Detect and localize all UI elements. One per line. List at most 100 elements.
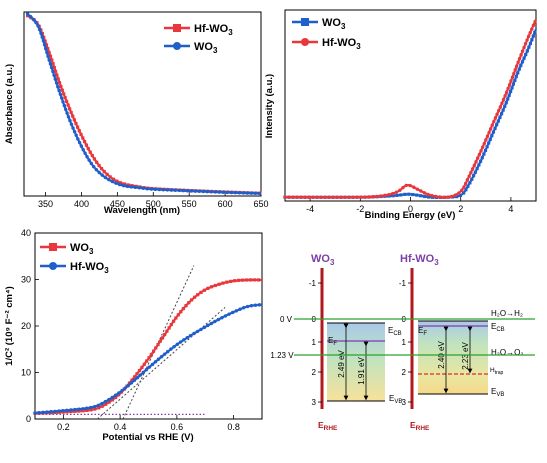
hf-wo3-trap-label: Htrap	[490, 367, 504, 376]
data-point-hf-wo3	[153, 360, 158, 364]
ms-y-label: 1/C² (10⁹ F⁻² cm⁴)	[4, 286, 15, 366]
data-point-wo3	[54, 81, 59, 85]
data-point-wo3	[47, 58, 51, 62]
data-point-hf-wo3	[303, 195, 307, 199]
data-point-hf-wo3	[503, 94, 507, 98]
data-point-hf-wo3	[335, 195, 339, 200]
data-point-wo3	[519, 63, 523, 68]
legend-label-hf-wo3: Hf-WO3	[194, 23, 233, 37]
data-point-hf-wo3	[531, 23, 536, 28]
data-point-hf-wo3	[120, 388, 124, 393]
data-point-wo3	[100, 173, 104, 177]
data-point-hf-wo3	[69, 110, 73, 115]
data-point-hf-wo3	[299, 195, 303, 199]
data-point-wo3	[504, 101, 508, 105]
data-point-wo3	[56, 84, 60, 89]
data-point-wo3	[145, 359, 149, 363]
xps-x-label: Binding Energy (eV)	[365, 210, 456, 221]
data-point-wo3	[113, 395, 118, 400]
data-point-hf-wo3	[223, 314, 228, 318]
data-point-wo3	[48, 62, 53, 66]
data-point-wo3	[73, 409, 77, 413]
data-point-wo3	[245, 278, 249, 282]
series-line-hf-wo3	[26, 14, 262, 195]
data-point-hf-wo3	[507, 83, 512, 87]
hf-wo3-h2-reaction: H₂O→H₂	[491, 309, 523, 318]
data-point-hf-wo3	[522, 45, 526, 50]
data-point-wo3	[217, 190, 221, 194]
data-point-hf-wo3	[123, 386, 127, 390]
data-point-wo3	[423, 194, 427, 199]
data-point-wo3	[121, 183, 126, 188]
data-point-wo3	[496, 119, 500, 123]
absorbance-series	[25, 12, 262, 196]
absorbance-y-label: Absorbance (a.u.)	[4, 64, 15, 144]
data-point-hf-wo3	[430, 193, 434, 198]
data-point-hf-wo3	[242, 306, 246, 310]
data-point-wo3	[156, 342, 160, 347]
data-point-hf-wo3	[530, 27, 534, 31]
data-point-wo3	[25, 12, 30, 16]
data-point-hf-wo3	[533, 20, 537, 24]
data-point-hf-wo3	[103, 399, 108, 404]
data-point-wo3	[71, 126, 75, 130]
energy-tick-label: 2	[312, 368, 317, 377]
data-point-hf-wo3	[485, 134, 490, 138]
data-point-wo3	[72, 129, 77, 134]
data-point-hf-wo3	[105, 172, 109, 176]
data-point-wo3	[473, 170, 477, 174]
data-point-wo3	[157, 187, 162, 192]
data-point-wo3	[92, 164, 96, 169]
energy-tick-label: -1	[399, 279, 407, 288]
data-point-hf-wo3	[464, 181, 468, 186]
data-point-wo3	[249, 191, 253, 195]
energy-tick-label: 3	[402, 398, 407, 407]
xps-series	[283, 19, 538, 200]
data-point-wo3	[141, 186, 146, 190]
data-point-hf-wo3	[404, 183, 408, 188]
data-point-hf-wo3	[479, 149, 483, 153]
data-point-hf-wo3	[65, 99, 69, 104]
data-point-wo3	[525, 49, 529, 53]
data-point-hf-wo3	[504, 90, 509, 94]
data-point-hf-wo3	[355, 195, 359, 199]
data-point-hf-wo3	[500, 101, 504, 105]
legend-marker-wo3	[301, 18, 309, 26]
x-tick-label: 0.6	[171, 422, 184, 432]
data-point-wo3	[201, 189, 205, 194]
data-point-wo3	[407, 192, 411, 196]
data-point-wo3	[184, 304, 188, 308]
data-point-wo3	[190, 298, 194, 302]
data-point-wo3	[531, 34, 535, 38]
data-point-wo3	[181, 188, 185, 193]
data-point-hf-wo3	[48, 54, 53, 58]
x-tick-label: 350	[38, 199, 53, 209]
data-point-wo3	[181, 307, 185, 311]
data-point-hf-wo3	[453, 193, 458, 197]
data-point-hf-wo3	[488, 127, 493, 131]
data-point-wo3	[85, 154, 89, 159]
data-point-wo3	[213, 190, 217, 194]
absorbance-x-label: Wavelength (nm)	[104, 205, 180, 216]
data-point-hf-wo3	[96, 403, 101, 408]
data-point-wo3	[475, 166, 479, 171]
data-point-wo3	[177, 188, 181, 193]
data-point-wo3	[42, 43, 47, 47]
x-tick-label: 0.2	[57, 422, 70, 432]
data-point-wo3	[229, 190, 233, 195]
data-point-wo3	[528, 41, 533, 46]
data-point-wo3	[66, 115, 71, 119]
data-point-wo3	[46, 54, 50, 58]
data-point-wo3	[209, 285, 214, 289]
data-point-hf-wo3	[327, 195, 331, 200]
data-point-hf-wo3	[492, 119, 496, 124]
data-point-hf-wo3	[37, 410, 41, 415]
data-point-wo3	[137, 186, 142, 190]
data-point-wo3	[169, 322, 173, 327]
data-point-hf-wo3	[465, 178, 470, 182]
data-point-wo3	[133, 185, 138, 190]
data-point-wo3	[79, 144, 84, 148]
data-point-wo3	[237, 191, 241, 195]
data-point-hf-wo3	[475, 156, 480, 160]
data-point-wo3	[185, 189, 189, 193]
